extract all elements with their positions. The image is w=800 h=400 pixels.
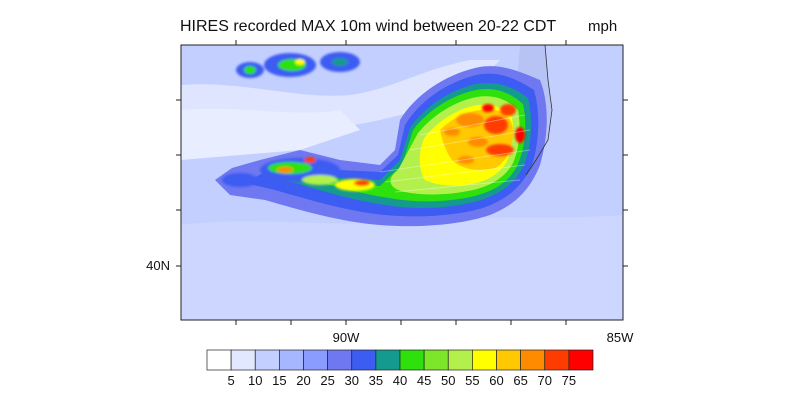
colorbar-label: 15 xyxy=(272,373,286,388)
colorbar-label: 60 xyxy=(489,373,503,388)
colorbar-label: 70 xyxy=(538,373,552,388)
streak-lines xyxy=(379,114,531,193)
colorbar-label: 30 xyxy=(345,373,359,388)
colorbar-label: 65 xyxy=(513,373,527,388)
colorbar-swatch xyxy=(230,349,256,371)
y-tick-label-40n: 40N xyxy=(146,258,170,273)
colorbar-swatch xyxy=(327,349,353,371)
colorbar-swatch xyxy=(496,349,521,371)
northern-cells xyxy=(236,52,360,78)
colorbar-swatch xyxy=(472,349,497,371)
colorbar-swatch xyxy=(375,349,401,371)
colorbar-label: 20 xyxy=(296,373,310,388)
colorbar-label: 10 xyxy=(248,373,262,388)
colorbar-swatch xyxy=(206,349,232,371)
colorbar-label: 40 xyxy=(393,373,407,388)
colorbar-swatch xyxy=(399,349,425,371)
colorbar-swatch xyxy=(423,349,449,371)
colorbar-label: 55 xyxy=(465,373,479,388)
x-tick-label-85w: 85W xyxy=(607,330,634,345)
x-tick-label-90w: 90W xyxy=(333,330,360,345)
southern-calm-area xyxy=(181,215,623,320)
colorbar-label: 25 xyxy=(320,373,334,388)
colorbar-label: 35 xyxy=(369,373,383,388)
colorbar-label: 45 xyxy=(417,373,431,388)
colorbar-swatch xyxy=(279,349,304,371)
western-tail xyxy=(222,157,375,191)
colorbar-label: 5 xyxy=(228,373,235,388)
colorbar-swatch xyxy=(303,349,328,371)
map-title: HIRES recorded MAX 10m wind between 20-2… xyxy=(180,18,557,35)
colorbar: 5 10 15 20 25 30 35 40 45 50 55 60 65 70 75 xyxy=(206,349,594,388)
units-label: mph xyxy=(588,18,618,35)
colorbar-swatch xyxy=(351,349,377,371)
colorbar-swatch xyxy=(254,349,280,371)
colorbar-swatch xyxy=(520,349,546,371)
axis-ticks xyxy=(176,40,628,325)
colorbar-swatch xyxy=(568,349,594,371)
colorbar-swatch xyxy=(447,349,473,371)
plot-frame xyxy=(180,44,624,321)
colorbar-swatch xyxy=(544,349,570,371)
colorbar-label: 50 xyxy=(441,373,455,388)
storm-peaks xyxy=(444,104,525,164)
wind-field xyxy=(181,45,623,320)
calm-band xyxy=(181,108,360,160)
colorbar-label: 75 xyxy=(562,373,576,388)
